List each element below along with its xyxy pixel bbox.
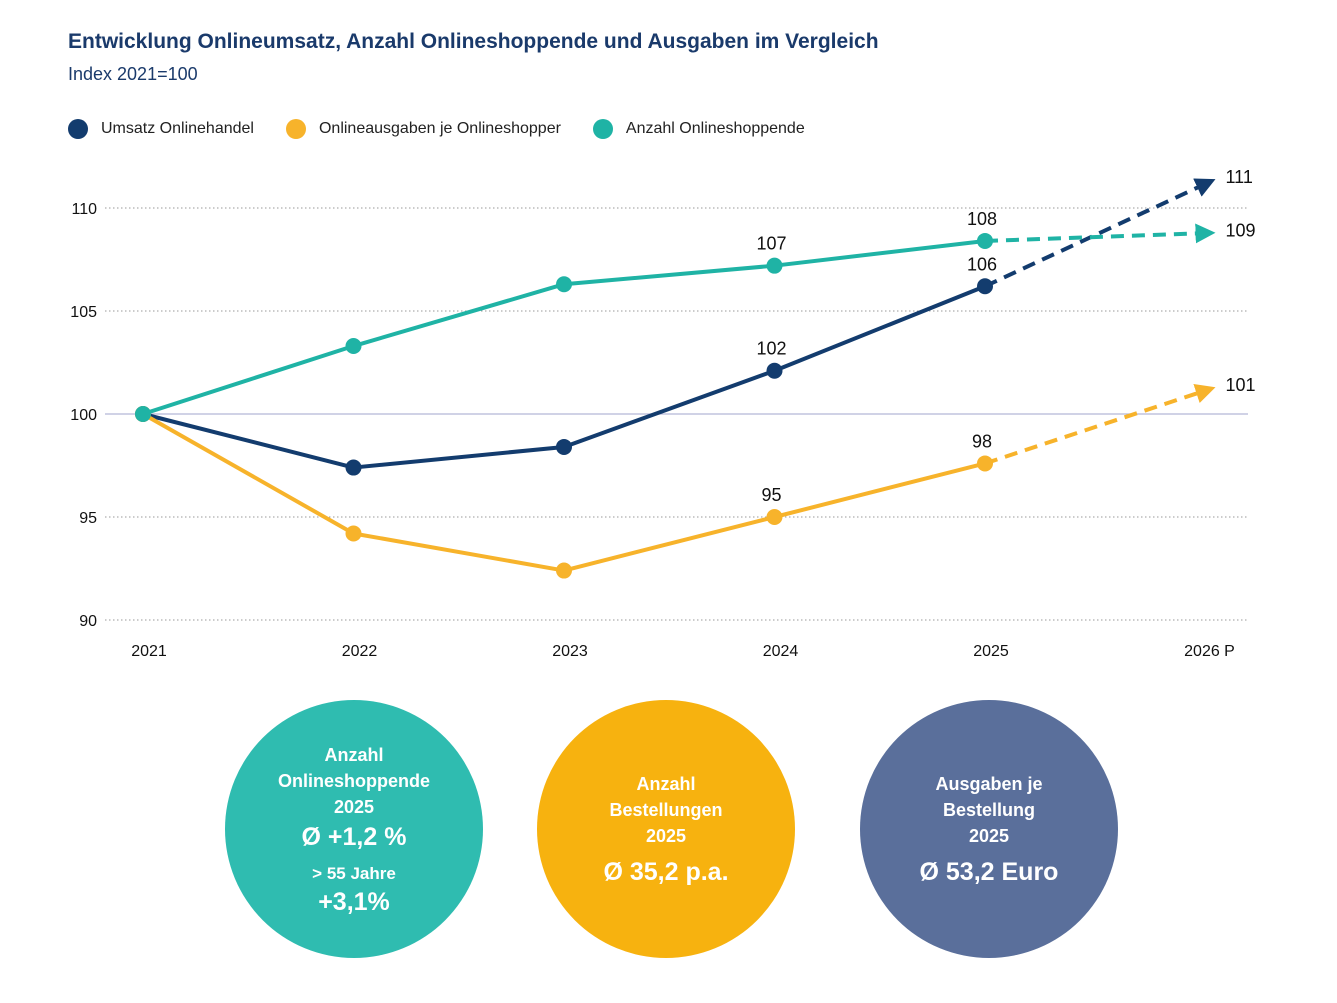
data-point <box>345 338 362 355</box>
bubble-line: 2025 <box>333 796 375 817</box>
bubble-line: Anzahl <box>324 744 384 765</box>
bubble-value: Ø +1,2 % <box>301 822 407 851</box>
data-label: 106 <box>967 254 997 274</box>
data-label: 109 <box>1226 221 1256 241</box>
bubble-line: Bestellung <box>942 800 1035 820</box>
legend: Umsatz Onlinehandel Onlineausgaben je On… <box>68 119 837 139</box>
x-tick-label: 2025 <box>973 643 1009 660</box>
legend-label: Umsatz Onlinehandel <box>101 120 254 137</box>
legend-label: Onlineausgaben je Onlineshopper <box>318 120 561 137</box>
y-tick-label: 90 <box>79 613 97 630</box>
data-point <box>345 459 362 476</box>
legend-item-umsatz: Umsatz Onlinehandel <box>68 119 254 139</box>
series-line <box>142 238 986 416</box>
legend-item-shoppende: Anzahl Onlineshoppende <box>592 119 805 139</box>
bubble-line: Onlineshoppende <box>277 770 430 791</box>
data-point <box>977 278 993 295</box>
x-tick-label: 2022 <box>342 643 378 660</box>
legend-item-ausgaben: Onlineausgaben je Onlineshopper <box>285 119 561 139</box>
projection-arrow <box>984 384 1216 466</box>
data-point <box>556 438 572 455</box>
x-tick-label: 2021 <box>131 643 167 660</box>
bubble-shoppende: Anzahl Onlineshoppende 2025 Ø +1,2 % > 5… <box>225 700 483 958</box>
line-chart: 90 95 100 105 110 2021 2022 2023 2024 2025 2026 P 1… <box>70 167 1256 660</box>
x-tick-label: 2024 <box>763 643 799 660</box>
data-label: 111 <box>1226 167 1253 187</box>
chart-subtitle: Index 2021=100 <box>68 64 198 84</box>
bubble-line: Anzahl <box>636 774 696 794</box>
legend-swatch <box>592 119 613 139</box>
bubble-ausgaben: Ausgaben je Bestellung 2025 Ø 53,2 Euro <box>860 700 1118 958</box>
data-point <box>766 257 783 274</box>
bubble-label: Anzahl Bestellungen 2025 <box>609 771 722 849</box>
legend-swatch <box>68 119 88 139</box>
data-label: 108 <box>967 209 997 229</box>
bubble-value: Ø 35,2 p.a. <box>603 858 729 886</box>
data-point <box>977 455 993 472</box>
y-tick-label: 100 <box>70 407 97 424</box>
legend-swatch <box>285 119 306 139</box>
x-tick-label: 2023 <box>552 643 588 660</box>
data-point <box>766 509 783 525</box>
bubble-label: Ausgaben je Bestellung 2025 <box>935 771 1042 849</box>
bubble-bestellungen: Anzahl Bestellungen 2025 Ø 35,2 p.a. <box>537 700 795 958</box>
data-point <box>556 562 572 579</box>
y-tick-label: 110 <box>71 201 97 218</box>
data-label: 107 <box>756 234 786 254</box>
bubble-sub-label: > 55 Jahre <box>312 863 396 883</box>
data-point <box>977 232 993 249</box>
bubble-sub-value: +3,1% <box>318 887 390 916</box>
data-point <box>766 362 783 379</box>
x-tick-label: 2026 P <box>1184 643 1235 660</box>
bubble-line: 2025 <box>968 826 1010 846</box>
bubble-line: 2025 <box>645 826 687 846</box>
bubble-line: Ausgaben je <box>935 774 1043 794</box>
chart-title: Entwicklung Onlineumsatz, Anzahl Onlines… <box>68 30 879 53</box>
bubble-label: Anzahl Onlineshoppende 2025 <box>278 742 430 820</box>
data-label: 101 <box>1226 375 1256 395</box>
projection-arrow <box>984 178 1216 289</box>
projection-arrow <box>984 223 1216 244</box>
data-label: 95 <box>761 485 781 505</box>
y-tick-label: 105 <box>70 304 97 321</box>
data-point <box>135 406 151 422</box>
data-point <box>556 276 572 293</box>
data-label: 98 <box>972 431 992 451</box>
bubble-line: Bestellungen <box>609 800 723 820</box>
data-point <box>345 525 362 542</box>
data-label: 102 <box>756 339 786 359</box>
bubble-value: Ø 53,2 Euro <box>919 858 1059 886</box>
series-line <box>142 412 986 573</box>
legend-label: Anzahl Onlineshoppende <box>625 120 805 137</box>
y-tick-label: 95 <box>79 510 97 527</box>
